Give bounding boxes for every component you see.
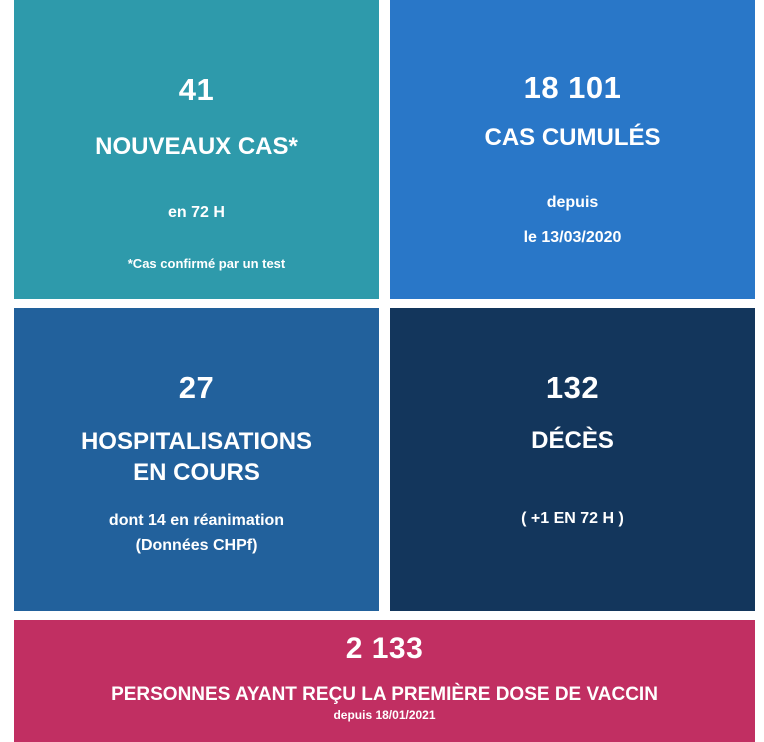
cumulative-cases-since-date: le 13/03/2020	[523, 229, 622, 246]
hospitalisations-value: 27	[178, 370, 215, 405]
cumulative-cases-tile: 18 101 CAS CUMULÉS depuis le 13/03/2020	[390, 0, 755, 299]
icu-count-text: dont 14 en réanimation	[108, 512, 285, 529]
new-cases-label: NOUVEAUX CAS*	[95, 133, 298, 160]
new-cases-footnote: *Cas confirmé par un test	[127, 256, 286, 271]
deaths-label: DÉCÈS	[531, 427, 614, 454]
deaths-tile: 132 DÉCÈS ( +1 EN 72 H )	[390, 308, 755, 611]
deaths-change: ( +1 EN 72 H )	[521, 510, 624, 527]
hospitalisations-label: HOSPITALISATIONS EN COURS	[14, 426, 379, 488]
new-cases-value: 41	[178, 72, 215, 107]
new-cases-tile: 41 NOUVEAUX CAS* en 72 H *Cas confirmé p…	[14, 0, 379, 299]
cumulative-cases-value: 18 101	[523, 70, 622, 105]
hospitalisations-detail: dont 14 en réanimation (Données CHPf)	[14, 508, 379, 558]
vaccination-banner: 2 133 PERSONNES AYANT REÇU LA PREMIÈRE D…	[14, 620, 755, 742]
new-cases-period: en 72 H	[168, 204, 225, 221]
deaths-value: 132	[545, 370, 600, 405]
hospitalisations-tile: 27 HOSPITALISATIONS EN COURS dont 14 en …	[14, 308, 379, 611]
vaccination-label: PERSONNES AYANT REÇU LA PREMIÈRE DOSE DE…	[111, 684, 658, 705]
cumulative-cases-label: CAS CUMULÉS	[484, 124, 661, 151]
vaccination-value: 2 133	[345, 632, 424, 665]
hospitalisations-label-line1: HOSPITALISATIONS	[80, 428, 313, 455]
data-source-text: (Données CHPf)	[135, 537, 258, 554]
cumulative-cases-since-label: depuis	[546, 194, 599, 211]
hospitalisations-label-line2: EN COURS	[133, 459, 260, 486]
vaccination-since: depuis 18/01/2021	[333, 708, 436, 722]
